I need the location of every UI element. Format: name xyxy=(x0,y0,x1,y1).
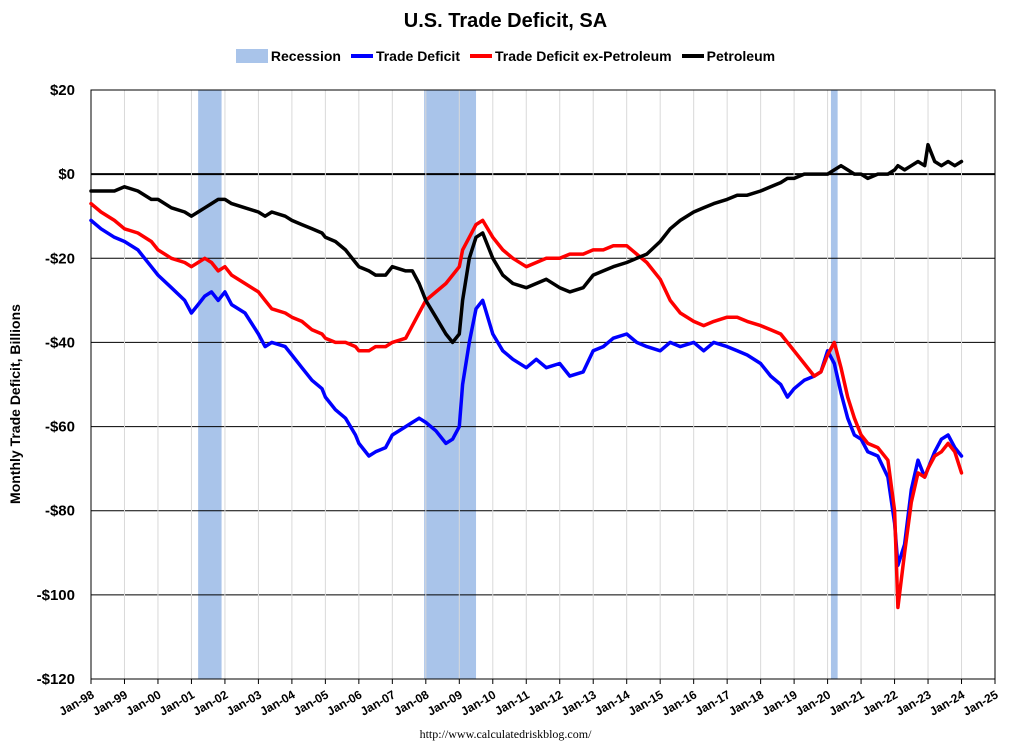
legend-item-petroleum: Petroleum xyxy=(681,48,776,64)
legend: Recession Trade Deficit Trade Deficit ex… xyxy=(0,48,1011,64)
plot-area-border xyxy=(90,89,996,680)
y-tick-label: -$60 xyxy=(45,419,75,436)
x-tick-label: Jan-23 xyxy=(894,687,934,718)
x-tick-label: Jan-21 xyxy=(827,687,867,718)
y-tick-label: -$40 xyxy=(45,334,75,351)
series-line-petroleum xyxy=(89,142,964,345)
chart-title: U.S. Trade Deficit, SA xyxy=(403,10,608,32)
x-tick-label: Jan-02 xyxy=(190,687,230,718)
legend-label-recession: Recession xyxy=(270,48,341,64)
y-tick-label: -$100 xyxy=(37,587,75,604)
legend-swatch-trade-deficit xyxy=(350,54,373,58)
recession-band-0 xyxy=(198,90,222,679)
x-tick-label: Jan-99 xyxy=(90,687,130,718)
x-tick-label: Jan-04 xyxy=(257,687,297,718)
legend-item-trade-deficit: Trade Deficit xyxy=(350,48,460,64)
x-tick-label: Jan-12 xyxy=(525,687,565,718)
x-tick-label: Jan-01 xyxy=(157,687,197,718)
x-tick-label: Jan-24 xyxy=(927,687,967,718)
x-tick-label: Jan-11 xyxy=(492,687,532,718)
y-tick-label: $20 xyxy=(50,82,75,99)
y-tick-label: $0 xyxy=(58,166,75,183)
source-url: http://www.calculatedriskblog.com/ xyxy=(419,727,592,741)
x-tick-label: Jan-18 xyxy=(726,687,766,718)
x-tick-label: Jan-25 xyxy=(961,687,1001,718)
x-tick-label: Jan-16 xyxy=(659,687,699,718)
x-tick-label: Jan-19 xyxy=(760,687,800,718)
y-tick-label: -$80 xyxy=(45,503,75,520)
legend-item-recession: Recession xyxy=(235,48,341,64)
legend-swatch-petroleum xyxy=(681,54,704,58)
x-tick-label: Jan-09 xyxy=(425,687,465,718)
y-axis-label: Monthly Trade Deficit, Billions xyxy=(7,304,23,504)
legend-swatch-trade-deficit-ex-petroleum xyxy=(469,54,492,58)
y-tick-label: -$20 xyxy=(45,250,75,267)
legend-item-trade-deficit-ex-petroleum: Trade Deficit ex-Petroleum xyxy=(469,48,672,64)
series-line-trade-deficit xyxy=(89,218,964,568)
x-tick-label: Jan-13 xyxy=(559,687,599,718)
x-tick-label: Jan-08 xyxy=(391,687,431,718)
x-tick-label: Jan-17 xyxy=(693,687,733,718)
x-tick-label: Jan-20 xyxy=(793,687,833,718)
y-tick-label: -$120 xyxy=(37,671,75,688)
legend-label-trade-deficit: Trade Deficit xyxy=(375,48,460,64)
x-tick-label: Jan-06 xyxy=(324,687,364,718)
x-tick-label: Jan-15 xyxy=(626,687,666,718)
recession-band-2 xyxy=(830,90,838,679)
x-tick-label: Jan-07 xyxy=(358,687,398,718)
legend-label-trade-deficit-ex-petroleum: Trade Deficit ex-Petroleum xyxy=(494,48,672,64)
x-tick-label: Jan-14 xyxy=(592,687,632,718)
x-tick-label: Jan-22 xyxy=(860,687,900,718)
recession-band-1 xyxy=(424,90,477,679)
x-tick-label: Jan-05 xyxy=(291,687,331,718)
x-tick-label: Jan-03 xyxy=(224,687,264,718)
legend-swatch-recession xyxy=(235,49,268,63)
x-tick-label: Jan-98 xyxy=(57,687,97,718)
x-tick-label: Jan-10 xyxy=(458,687,498,718)
legend-label-petroleum: Petroleum xyxy=(706,48,776,64)
series-line-trade-deficit-ex-petroleum xyxy=(89,201,964,610)
x-tick-label: Jan-00 xyxy=(124,687,164,718)
